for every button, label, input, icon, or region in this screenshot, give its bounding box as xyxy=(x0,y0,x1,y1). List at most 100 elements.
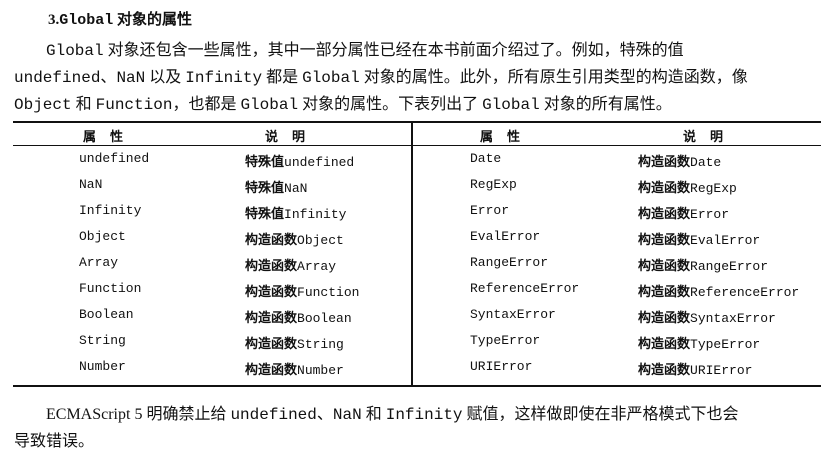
text: 对象还包含一些属性，其中一部分属性已经在本书前面介绍过了。例如，特殊的值 xyxy=(103,42,684,59)
property-name: RangeError xyxy=(470,255,549,270)
description-code: RegExp xyxy=(690,181,737,196)
description-text: 构造函数 xyxy=(638,232,691,247)
description-code: Boolean xyxy=(297,311,352,326)
description-text: 构造函数 xyxy=(638,258,691,273)
description-code: Object xyxy=(297,233,344,248)
paragraph-line: Global 对象还包含一些属性，其中一部分属性已经在本书前面介绍过了。例如，特… xyxy=(46,36,684,60)
property-description: 构造函数Array xyxy=(245,255,336,274)
text: 导致错误。 xyxy=(14,433,95,450)
description-text: 构造函数 xyxy=(245,232,298,247)
description-text: 构造函数 xyxy=(638,336,691,351)
property-name: TypeError xyxy=(470,333,541,348)
description-code: ReferenceError xyxy=(690,285,800,300)
property-name: Number xyxy=(79,359,126,374)
inline-code: Global xyxy=(240,96,299,114)
property-name: Date xyxy=(470,151,502,166)
property-name: URIError xyxy=(470,359,533,374)
description-code: NaN xyxy=(284,181,308,196)
paragraph-line: Object 和 Function，也都是 Global 对象的属性。下表列出了… xyxy=(14,90,672,114)
property-description: 构造函数Error xyxy=(638,203,729,222)
property-name: Array xyxy=(79,255,119,270)
description-code: URIError xyxy=(690,363,753,378)
property-description: 特殊值undefined xyxy=(245,151,354,170)
property-name: RegExp xyxy=(470,177,517,192)
text: ，也都是 xyxy=(172,96,241,113)
header-rule xyxy=(13,145,821,146)
description-code: String xyxy=(297,337,344,352)
property-description: 构造函数Date xyxy=(638,151,721,170)
property-description: 特殊值Infinity xyxy=(245,203,346,222)
inline-code: Infinity xyxy=(385,406,463,424)
description-code: Array xyxy=(297,259,337,274)
inline-code: undefined xyxy=(14,69,101,87)
property-name: NaN xyxy=(79,177,103,192)
description-code: TypeError xyxy=(690,337,761,352)
description-code: Number xyxy=(297,363,344,378)
description-code: RangeError xyxy=(690,259,769,274)
property-description: 构造函数TypeError xyxy=(638,333,760,352)
description-text: 构造函数 xyxy=(638,206,691,221)
paragraph-line: 导致错误。 xyxy=(14,427,94,451)
description-text: 构造函数 xyxy=(245,310,298,325)
text: 赋值，这样做即使在非严格模式下也会 xyxy=(462,406,739,423)
text: 对象的属性。下表列出了 xyxy=(298,96,483,113)
property-description: 构造函数SyntaxError xyxy=(638,307,776,326)
paragraph-line: undefined、NaN 以及 Infinity 都是 Global 对象的属… xyxy=(14,63,748,87)
description-code: EvalError xyxy=(690,233,761,248)
text: 对象的属性。此外，所有原生引用类型的构造函数，像 xyxy=(359,69,748,86)
description-text: 构造函数 xyxy=(638,362,691,377)
table-divider xyxy=(411,123,413,385)
property-name: EvalError xyxy=(470,229,541,244)
property-description: 构造函数RangeError xyxy=(638,255,768,274)
header-property: 属性 xyxy=(83,129,138,144)
global-properties-table: 属性 说明 属性 说明 undefined 特殊值undefined Date 构造函… xyxy=(13,121,821,387)
property-description: 构造函数ReferenceError xyxy=(638,281,799,300)
heading-number: 3. xyxy=(48,12,60,28)
property-name: Error xyxy=(470,203,510,218)
inline-code: Global xyxy=(46,42,104,60)
text: ECMAScript 5 明确禁止给 xyxy=(46,406,231,423)
description-text: 构造函数 xyxy=(638,284,691,299)
header-description: 说明 xyxy=(265,129,320,144)
property-name: ReferenceError xyxy=(470,281,580,296)
description-code: SyntaxError xyxy=(690,311,776,326)
description-text: 特殊值 xyxy=(245,180,285,195)
property-description: 构造函数Number xyxy=(245,359,344,378)
header-property: 属性 xyxy=(480,129,535,144)
property-name: undefined xyxy=(79,151,150,166)
inline-code: undefined xyxy=(230,406,317,424)
property-name: Function xyxy=(79,281,142,296)
description-code: undefined xyxy=(284,155,355,170)
description-text: 构造函数 xyxy=(245,336,298,351)
description-code: Infinity xyxy=(284,207,347,222)
heading-text: 对象的属性 xyxy=(113,12,193,28)
property-description: 构造函数Boolean xyxy=(245,307,352,326)
property-name: Boolean xyxy=(79,307,134,322)
inline-code: Object xyxy=(14,96,72,114)
text: 都是 xyxy=(262,69,303,86)
property-description: 特殊值NaN xyxy=(245,177,307,196)
description-text: 特殊值 xyxy=(245,206,285,221)
property-name: String xyxy=(79,333,126,348)
inline-code: Global xyxy=(302,69,360,87)
inline-code: Global xyxy=(482,96,540,114)
description-text: 构造函数 xyxy=(638,154,691,169)
paragraph-line: ECMAScript 5 明确禁止给 undefined、NaN 和 Infin… xyxy=(46,400,739,424)
property-name: Object xyxy=(79,229,126,244)
description-code: Date xyxy=(690,155,722,170)
text: 对象的所有属性。 xyxy=(539,96,672,113)
description-text: 构造函数 xyxy=(638,310,691,325)
description-code: Error xyxy=(690,207,730,222)
property-description: 构造函数EvalError xyxy=(638,229,760,248)
property-description: 构造函数URIError xyxy=(638,359,752,378)
description-text: 特殊值 xyxy=(245,154,285,169)
property-description: 构造函数Function xyxy=(245,281,359,300)
description-text: 构造函数 xyxy=(245,258,298,273)
property-description: 构造函数RegExp xyxy=(638,177,737,196)
description-text: 构造函数 xyxy=(638,180,691,195)
description-text: 构造函数 xyxy=(245,284,298,299)
property-description: 构造函数String xyxy=(245,333,344,352)
property-description: 构造函数Object xyxy=(245,229,344,248)
text: 以及 xyxy=(145,69,186,86)
text: 、 xyxy=(100,69,117,86)
